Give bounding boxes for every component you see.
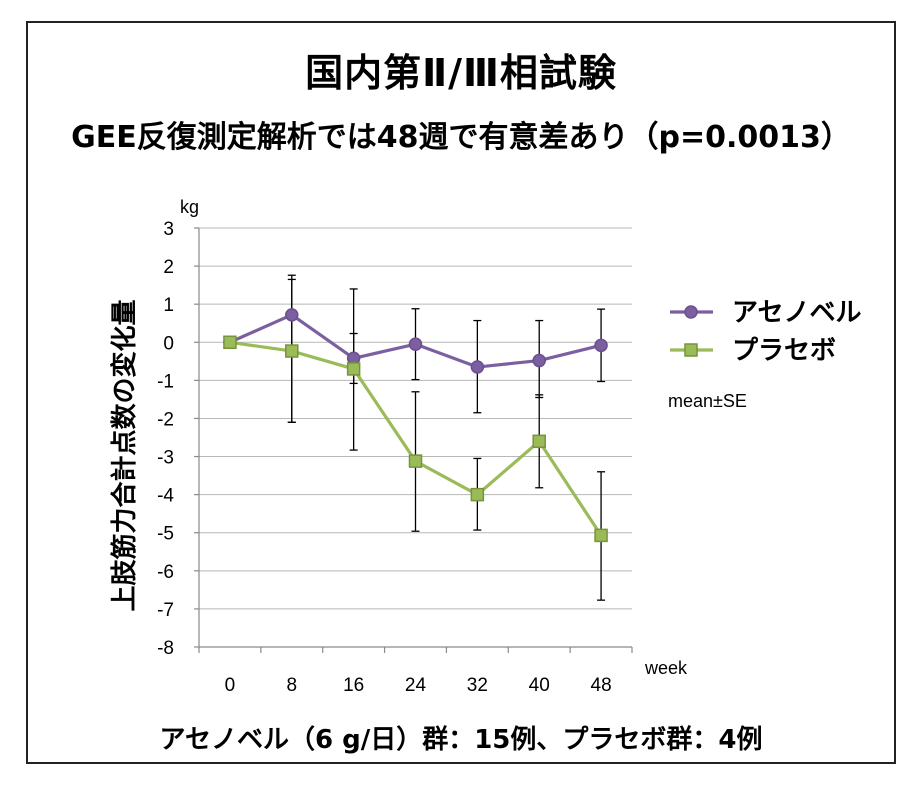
legend-label: アセノベル: [732, 298, 861, 328]
x-tick-label: 16: [343, 675, 364, 696]
data-point-square: [532, 434, 546, 449]
y-tick-label: -7: [157, 600, 174, 621]
y-axis-label: 上肢筋力合計点数の変化量: [109, 299, 140, 611]
x-tick-label: 32: [467, 675, 488, 696]
legend-label: プラセボ: [732, 336, 836, 366]
data-point-square: [346, 362, 361, 376]
chart-frame: [26, 21, 896, 764]
data-point-square: [408, 454, 423, 468]
data-point-square: [223, 335, 237, 350]
data-point-square: [594, 528, 608, 543]
y-tick-label: -3: [157, 448, 174, 469]
data-point-circle: [594, 338, 608, 353]
data-point-circle: [408, 337, 423, 351]
x-axis-label: week: [644, 658, 688, 678]
chart-title: 国内第Ⅱ/Ⅲ相試験: [305, 51, 617, 95]
y-tick-label: -5: [157, 524, 174, 545]
data-point-circle: [532, 353, 546, 368]
y-tick-label: -1: [157, 371, 174, 392]
data-point-circle: [470, 360, 485, 374]
data-point-circle: [285, 308, 299, 322]
y-tick-label: 1: [163, 295, 174, 316]
y-tick-label: 3: [163, 219, 174, 240]
y-tick-label: -4: [157, 486, 174, 507]
chart-subtitle: GEE反復測定解析では48週で有意差あり（p=0.0013）: [71, 120, 851, 155]
y-tick-label: -2: [157, 409, 174, 430]
footer-note: アセノベル（6 g/日）群：15例、プラセボ群：4例: [159, 725, 763, 755]
x-tick-label: 48: [591, 675, 612, 696]
data-point-square: [285, 344, 299, 358]
data-point-square: [470, 487, 485, 502]
y-tick-label: 2: [163, 257, 174, 278]
y-tick-label: 0: [163, 333, 174, 354]
y-tick-label: -8: [157, 638, 174, 659]
y-tick-label: -6: [157, 562, 174, 583]
legend-marker-square: [684, 343, 698, 357]
y-unit-label: kg: [180, 197, 199, 217]
legend-marker-circle: [684, 305, 698, 319]
x-tick-label: 40: [529, 675, 550, 696]
x-tick-label: 8: [286, 675, 297, 696]
annotation-mean-se: mean±SE: [668, 391, 747, 411]
x-tick-label: 24: [405, 675, 427, 696]
x-tick-label: 0: [225, 675, 236, 696]
